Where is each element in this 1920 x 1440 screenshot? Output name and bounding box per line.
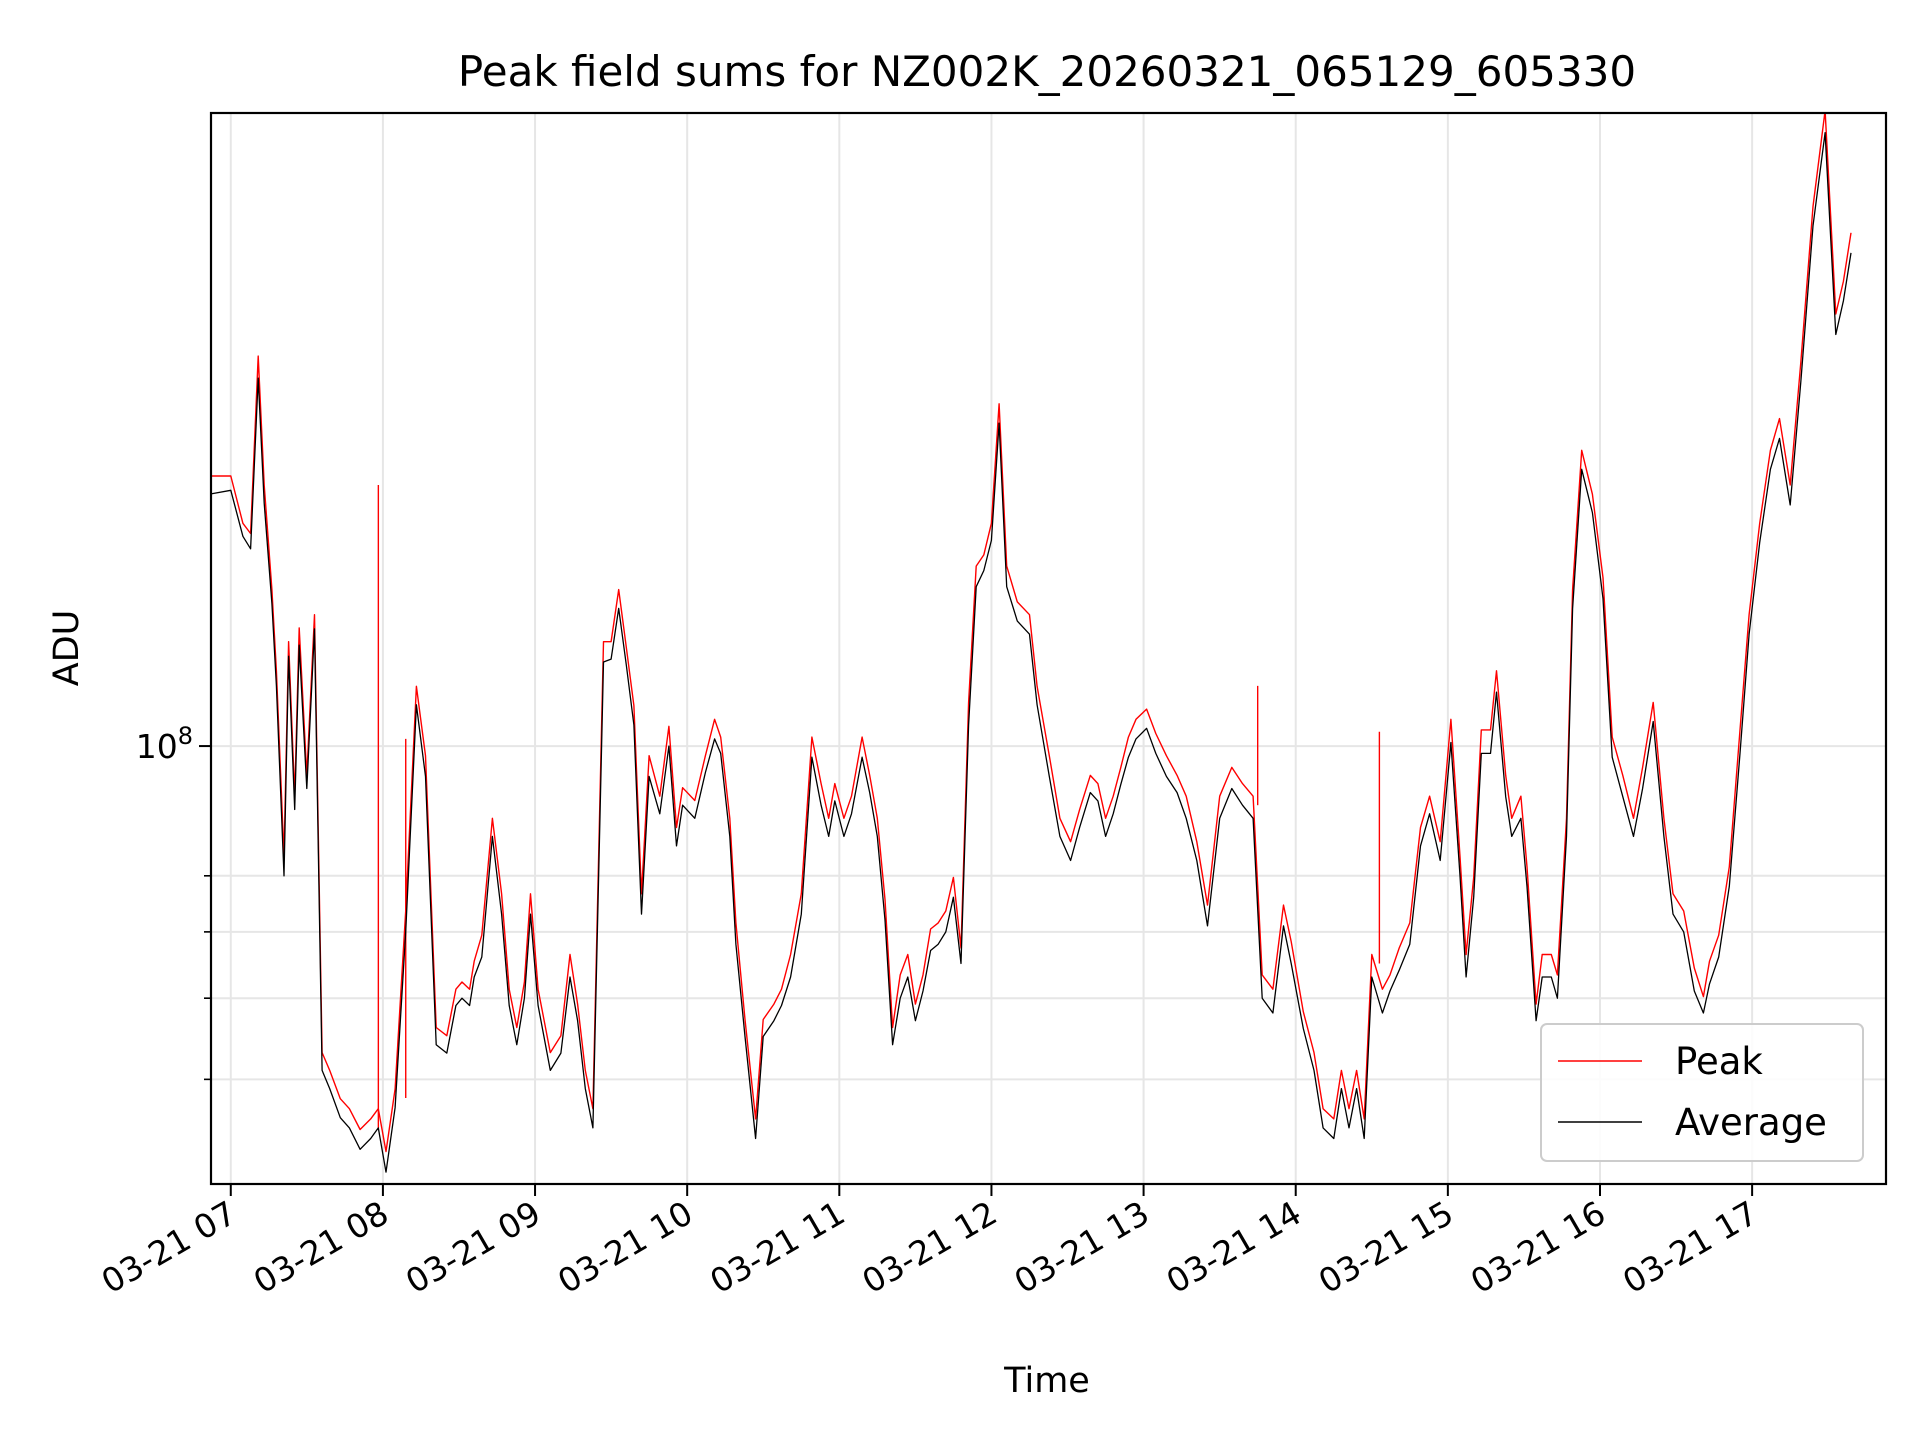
legend-peak-label: Peak (1675, 1040, 1763, 1083)
x-axis-label: Time (1003, 1361, 1090, 1401)
plot-frame (209, 111, 1888, 1186)
legend: Peak Average (1540, 1023, 1864, 1162)
series-average-line (211, 132, 1852, 1173)
legend-box (1540, 1023, 1864, 1162)
legend-average-label: Average (1675, 1101, 1827, 1144)
plot-lines (211, 113, 1852, 1173)
chart-title: Peak field sums for NZ002K_20260321_0651… (458, 47, 1636, 96)
y-axis: 108 (136, 722, 211, 1081)
y-axis-label: ADU (47, 610, 87, 687)
y-tick-label: 108 (136, 722, 193, 766)
grid (211, 113, 1886, 1184)
series-peak-line (211, 113, 1852, 1153)
